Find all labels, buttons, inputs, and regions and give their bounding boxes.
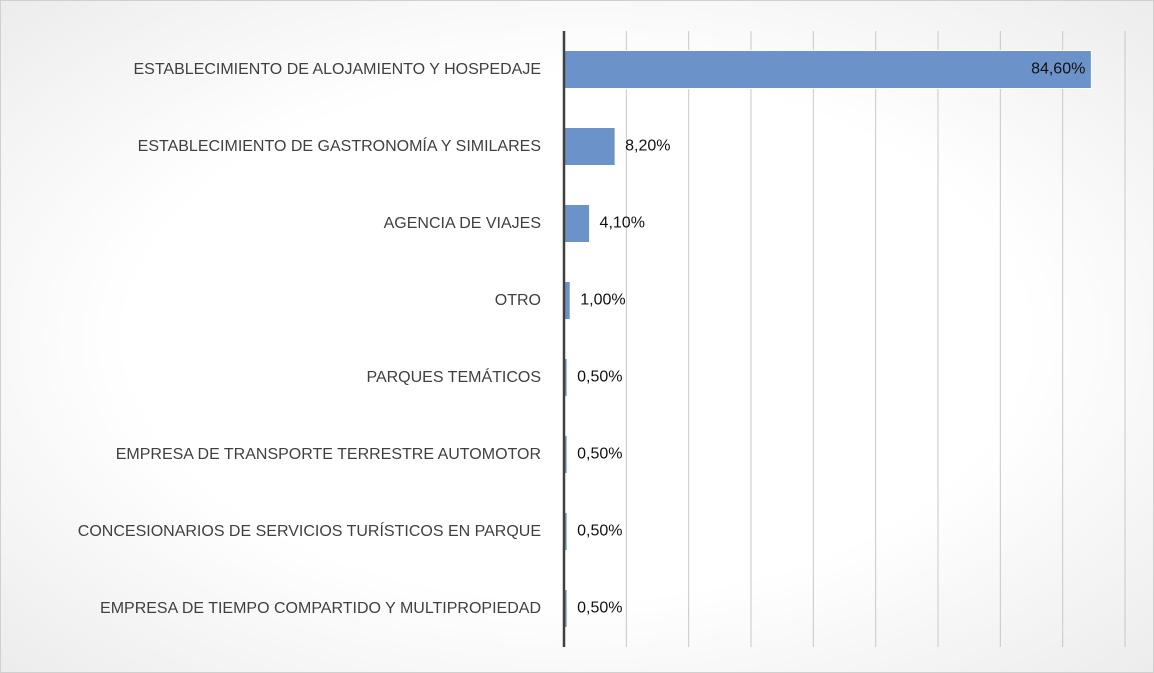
category-label: AGENCIA DE VIAJES: [383, 214, 541, 232]
data-label: 4,10%: [600, 215, 645, 232]
bar: [563, 127, 616, 166]
data-label: 0,50%: [577, 369, 622, 386]
bar: [563, 50, 1092, 89]
data-label: 0,50%: [577, 523, 622, 540]
bar: [563, 204, 591, 243]
category-label: PARQUES TEMÁTICOS: [366, 368, 541, 386]
data-label: 0,50%: [577, 446, 622, 463]
data-label: 8,20%: [625, 138, 670, 155]
category-label: CONCESIONARIOS DE SERVICIOS TURÍSTICOS E…: [77, 522, 541, 540]
category-label: OTRO: [494, 291, 541, 309]
data-label: 0,50%: [577, 600, 622, 617]
category-label: ESTABLECIMIENTO DE GASTRONOMÍA Y SIMILAR…: [137, 137, 541, 155]
category-label: EMPRESA DE TIEMPO COMPARTIDO Y MULTIPROP…: [100, 599, 541, 617]
category-label: EMPRESA DE TRANSPORTE TERRESTRE AUTOMOTO…: [115, 445, 541, 463]
data-label: 1,00%: [580, 292, 625, 309]
category-label: ESTABLECIMIENTO DE ALOJAMIENTO Y HOSPEDA…: [133, 60, 541, 78]
data-label: 84,60%: [1031, 61, 1085, 78]
